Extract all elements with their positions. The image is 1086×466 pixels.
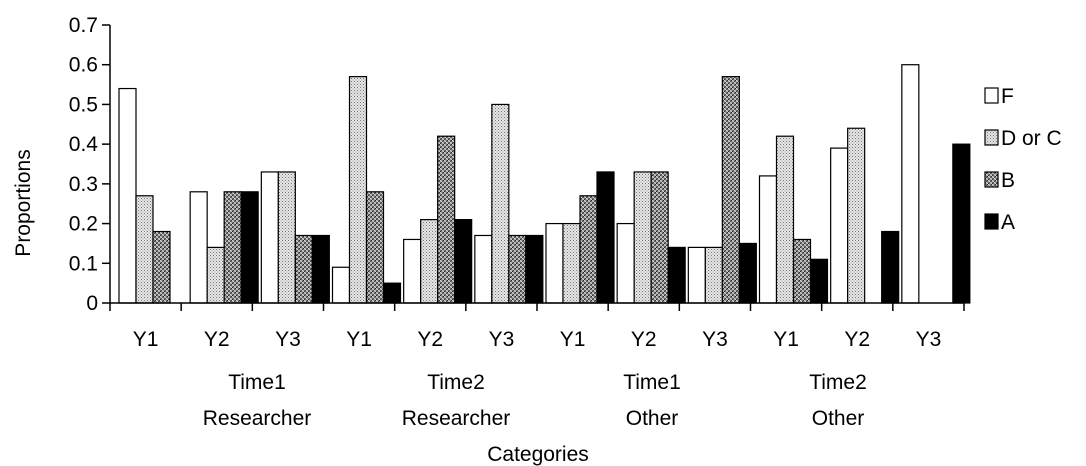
bar-d-or-c <box>348 76 368 304</box>
x-tick-label: Y1 <box>133 328 159 351</box>
bar-d-or-c <box>633 171 652 304</box>
bar-a <box>596 171 615 304</box>
y-tick-label: 0.2 <box>69 213 98 236</box>
bar-f <box>403 238 422 304</box>
bar-d-or-c <box>847 127 866 304</box>
bar-b <box>223 191 242 304</box>
x-tick-label: Y3 <box>275 328 301 351</box>
legend-swatch-f <box>984 87 999 104</box>
bar-b <box>650 171 669 304</box>
y-tick-label: 0.5 <box>69 93 98 116</box>
bar-b <box>294 234 313 304</box>
bar-b <box>579 195 598 304</box>
bar-f <box>545 222 564 304</box>
bar-d-or-c <box>420 219 439 304</box>
bar-a <box>667 246 686 304</box>
x-axis-title: Categories <box>487 443 589 466</box>
bar-b <box>152 230 171 304</box>
bar-f <box>189 191 208 304</box>
y-tick-label: 0 <box>86 292 98 315</box>
bar-b <box>437 135 456 304</box>
bar-b <box>792 238 812 304</box>
bar-f <box>118 87 137 304</box>
group-label-line1: Time1 <box>623 371 681 394</box>
bar-b <box>721 76 740 304</box>
y-tick-label: 0.1 <box>69 252 98 275</box>
group-label-line2: Other <box>626 407 679 430</box>
bar-a <box>525 234 544 304</box>
bar-f <box>260 171 279 304</box>
x-tick-label: Y1 <box>560 328 586 351</box>
legend-label: A <box>1001 211 1015 234</box>
x-tick-label: Y1 <box>346 328 372 351</box>
bar-d-or-c <box>135 195 154 304</box>
bar-b <box>508 234 527 304</box>
bar-b <box>365 191 385 304</box>
group-label-line1: Time2 <box>427 371 485 394</box>
bar-d-or-c <box>562 222 581 304</box>
y-tick-label: 0.4 <box>69 133 99 156</box>
bar-a <box>240 191 259 304</box>
y-tick-label: 0.6 <box>69 54 98 77</box>
bar-f <box>687 246 706 304</box>
y-axis-title: Proportions <box>12 149 35 256</box>
bar-a <box>454 219 473 304</box>
bar-a <box>952 143 971 304</box>
bar-f <box>474 234 493 304</box>
group-label-line2: Other <box>812 407 865 430</box>
legend-label: D or C <box>1001 127 1062 150</box>
x-tick-label: Y2 <box>844 328 870 351</box>
bar-d-or-c <box>206 246 225 304</box>
legend-label: B <box>1001 169 1015 192</box>
group-label-line1: Time1 <box>228 371 286 394</box>
legend-label: F <box>1001 85 1014 108</box>
y-axis-ticks: 0 0.1 0.2 0.3 0.4 0.5 0.6 0.7 <box>69 14 110 315</box>
bar-d-or-c <box>775 135 795 304</box>
bar-a <box>311 234 330 304</box>
bar-d-or-c <box>704 246 723 304</box>
x-tick-label: Y3 <box>916 328 942 351</box>
group-label-line1: Time2 <box>809 371 867 394</box>
bar-a <box>738 242 757 304</box>
bar-a <box>809 258 829 304</box>
bar-d-or-c <box>491 103 510 304</box>
bar-a <box>382 282 402 304</box>
x-tick-label: Y2 <box>204 328 230 351</box>
legend-swatch-b <box>984 171 999 188</box>
legend: F D or C BA <box>984 85 1062 234</box>
bar-f <box>901 64 920 304</box>
group-labels: Time1 Researcher Time2 Researcher Time1 Other… <box>203 371 867 430</box>
bar-series <box>118 64 971 304</box>
group-label-line2: Researcher <box>402 407 511 430</box>
x-tick-label: Y2 <box>417 328 443 351</box>
group-label-line2: Researcher <box>203 407 312 430</box>
x-tick-label: Y3 <box>702 328 728 351</box>
bar-f <box>331 266 351 304</box>
bar-f <box>830 147 849 304</box>
bar-f <box>616 222 635 304</box>
x-tick-label: Y1 <box>773 328 799 351</box>
bar-a <box>881 230 900 304</box>
x-tick-label: Y2 <box>631 328 657 351</box>
x-axis-labels: Y1 Y2 Y3 Y1 Y2 Y3 Y1 Y2 Y3 Y1 Y2 Y3 <box>109 303 965 351</box>
y-tick-label: 0.3 <box>69 173 98 196</box>
x-tick-label: Y3 <box>489 328 515 351</box>
y-tick-label: 0.7 <box>69 14 98 37</box>
legend-swatch-d-or-c <box>984 129 999 146</box>
bar-f <box>758 175 778 304</box>
legend-swatch-a <box>984 213 999 230</box>
bar-d-or-c <box>277 171 296 304</box>
